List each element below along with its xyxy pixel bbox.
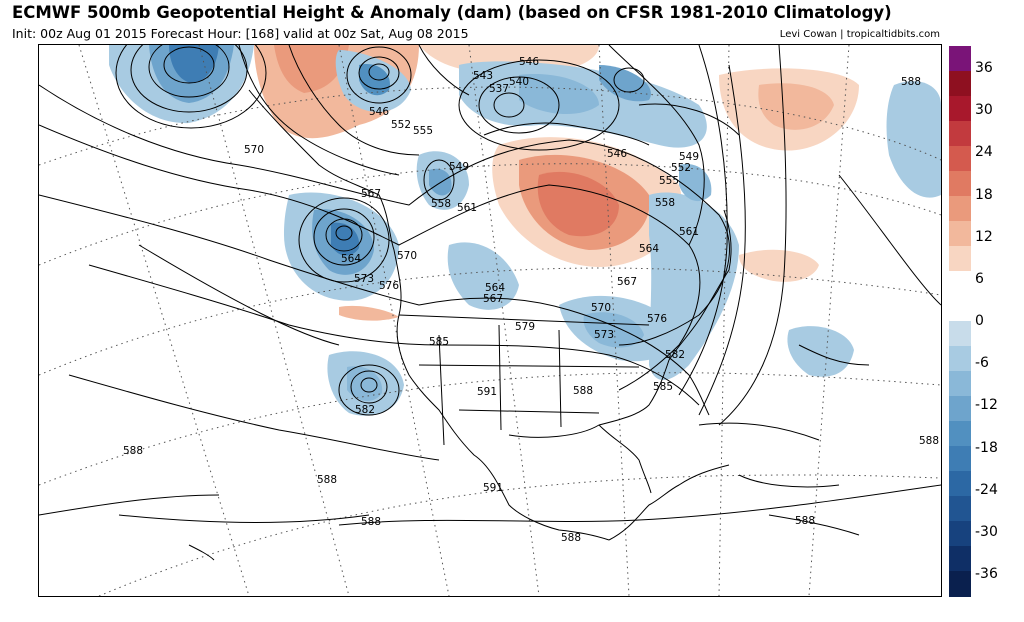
- colorbar-segment: [949, 471, 971, 497]
- contour-label-12: 546: [607, 148, 627, 160]
- colorbar-segment: [949, 271, 971, 297]
- colorbar-labels: 36 30 24 18 12 6 0 -6 -12 -18 -24 -30 -36: [975, 46, 1020, 596]
- contour-label-8: 570: [244, 144, 264, 156]
- colorbar-segment: [949, 396, 971, 422]
- contour-label-32: 582: [665, 349, 685, 361]
- colorbar-label: -12: [975, 397, 998, 414]
- contour-label-39: 591: [483, 482, 503, 494]
- contour-label-20: 567: [361, 188, 381, 200]
- colorbar-segment: [949, 446, 971, 472]
- colorbar-label: -18: [975, 439, 998, 456]
- colorbar-label: 18: [975, 186, 993, 203]
- contour-labels: 546 543 540 537 546 552 555 570 549 558 …: [123, 56, 939, 544]
- colorbar-segment: [949, 521, 971, 547]
- contour-label-3: 540: [509, 76, 529, 88]
- contour-label-22: 570: [397, 250, 417, 262]
- chart-subtitle: Init: 00z Aug 01 2015 Forecast Hour: [16…: [12, 26, 469, 41]
- contour-label-24: 576: [379, 280, 399, 292]
- colorbar-segment: [949, 346, 971, 372]
- colorbar-segment: [949, 71, 971, 97]
- contour-label-30: 576: [647, 313, 667, 325]
- contour-label-40: 588: [361, 516, 381, 528]
- colorbar-segment: [949, 371, 971, 397]
- contour-label-28: 579: [515, 321, 535, 333]
- colorbar-label: -36: [975, 566, 998, 582]
- colorbar-segment: [949, 421, 971, 447]
- contour-label-41: 588: [561, 532, 581, 544]
- anomaly-colorbar: [949, 46, 971, 597]
- colorbar-segment: [949, 496, 971, 522]
- contour-label-36: 582: [355, 404, 375, 416]
- colorbar-segment: [949, 321, 971, 347]
- contour-label-44: 588: [901, 76, 921, 88]
- contour-label-27: 570: [591, 302, 611, 314]
- contour-label-14: 552: [671, 162, 691, 174]
- colorbar-segment: [949, 221, 971, 247]
- contour-label-21: 564: [341, 253, 361, 265]
- contour-label-29: 573: [594, 329, 614, 341]
- map-svg: 546 543 540 537 546 552 555 570 549 558 …: [39, 45, 941, 596]
- colorbar-label: 24: [975, 144, 993, 161]
- contour-label-18: 564: [639, 243, 659, 255]
- contour-label-5: 546: [519, 56, 539, 68]
- colorbar-segment: [949, 171, 971, 197]
- contour-label-13: 549: [679, 151, 699, 163]
- colorbar-segment: [949, 96, 971, 122]
- contour-label-16: 558: [655, 197, 675, 209]
- contour-label-17: 561: [679, 226, 699, 238]
- contour-label-34: 585: [653, 381, 673, 393]
- contour-label-31: 585: [429, 336, 449, 348]
- colorbar-label: -24: [975, 481, 998, 498]
- colorbar-segment: [949, 146, 971, 172]
- colorbar-segment: [949, 121, 971, 147]
- colorbar-segment: [949, 246, 971, 272]
- contour-label-23: 573: [354, 273, 374, 285]
- contour-label-9: 549: [449, 161, 469, 173]
- contour-label-10: 558: [431, 198, 451, 210]
- chart-title: ECMWF 500mb Geopotential Height & Anomal…: [12, 3, 892, 22]
- contour-label-37: 588: [123, 445, 143, 457]
- latlon-grid: [39, 45, 941, 596]
- contour-label-33: 588: [573, 385, 593, 397]
- colorbar-label: 30: [975, 102, 993, 119]
- contour-label-19: 567: [617, 276, 637, 288]
- colorbar-segment: [949, 571, 971, 597]
- contour-label-38: 588: [317, 474, 337, 486]
- height-contours: [39, 45, 941, 526]
- colorbar-label: 12: [975, 228, 993, 245]
- colorbar-label: -30: [975, 523, 998, 540]
- map-panel: 546 543 540 537 546 552 555 570 549 558 …: [38, 44, 942, 597]
- contour-label-26: 567: [483, 293, 503, 305]
- colorbar-segment: [949, 296, 971, 322]
- contour-label-2: 543: [473, 70, 493, 82]
- contour-label-11: 561: [457, 202, 477, 214]
- contour-label-43: 588: [919, 435, 939, 447]
- colorbar-label: -6: [975, 355, 989, 372]
- anomaly-shading: [109, 45, 941, 416]
- contour-label-4: 537: [489, 83, 509, 95]
- colorbar-label: 0: [975, 313, 984, 329]
- contour-label-7: 555: [413, 125, 433, 137]
- contour-label-35: 591: [477, 386, 497, 398]
- colorbar-label: 6: [975, 270, 984, 287]
- contour-label-15: 555: [659, 175, 679, 187]
- contour-label-6: 552: [391, 119, 411, 131]
- contour-label-1: 546: [369, 106, 389, 118]
- colorbar-label: 36: [975, 60, 993, 76]
- colorbar-segment: [949, 546, 971, 572]
- coastlines: [188, 89, 870, 561]
- credit-text: Levi Cowan | tropicaltidbits.com: [779, 29, 940, 40]
- colorbar-segment: [949, 196, 971, 222]
- contour-label-42: 588: [795, 515, 815, 527]
- colorbar-segment: [949, 46, 971, 72]
- contour-label-25: 564: [485, 282, 505, 294]
